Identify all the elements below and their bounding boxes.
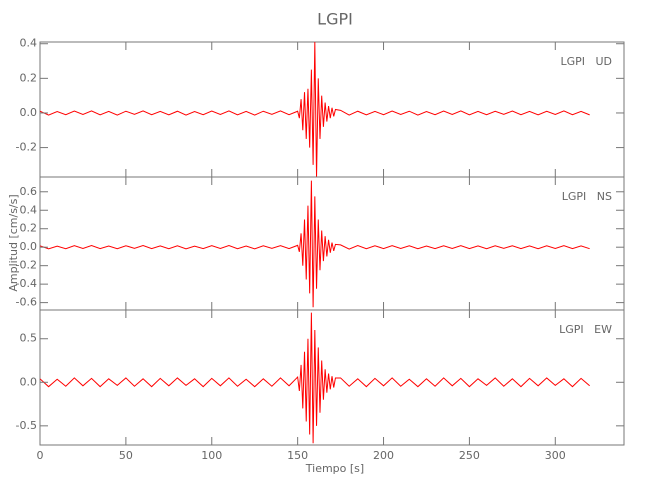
y-tick-label: 0.4 (20, 37, 38, 50)
x-tick-label: 150 (287, 449, 308, 462)
waveform (39, 41, 590, 178)
panel-frame (39, 309, 625, 446)
waveform (39, 312, 590, 444)
panel-label: LGPI EW (559, 323, 612, 336)
x-tick-label: 250 (459, 449, 480, 462)
y-tick-label: -0.4 (16, 277, 37, 290)
y-tick-label: 0.0 (20, 106, 38, 119)
y-axis-label: Amplitud [cm/s/s] (7, 194, 20, 291)
x-tick-label: 200 (373, 449, 394, 462)
y-tick-label: 0.0 (20, 240, 38, 253)
x-tick-label: 100 (201, 449, 222, 462)
x-tick-label: 300 (545, 449, 566, 462)
panel-label: LGPI NS (562, 190, 612, 203)
waveform (39, 180, 590, 308)
y-tick-label: 0.2 (20, 71, 38, 84)
x-axis-label: Tiempo [s] (305, 462, 364, 475)
y-tick-label: -0.2 (16, 141, 37, 154)
chart-title: LGPI (317, 10, 353, 29)
x-tick-label: 0 (37, 449, 44, 462)
y-tick-label: 0.6 (20, 185, 38, 198)
y-tick-label: -0.5 (16, 419, 37, 432)
x-tick-label: 50 (119, 449, 133, 462)
y-tick-label: -0.6 (16, 296, 37, 309)
y-tick-label: -0.2 (16, 259, 37, 272)
y-tick-label: 0.0 (20, 375, 38, 388)
panel-label: LGPI UD (560, 55, 612, 68)
y-tick-label: 0.2 (20, 222, 38, 235)
y-tick-label: 0.4 (20, 203, 38, 216)
y-tick-label: 0.5 (20, 332, 38, 345)
